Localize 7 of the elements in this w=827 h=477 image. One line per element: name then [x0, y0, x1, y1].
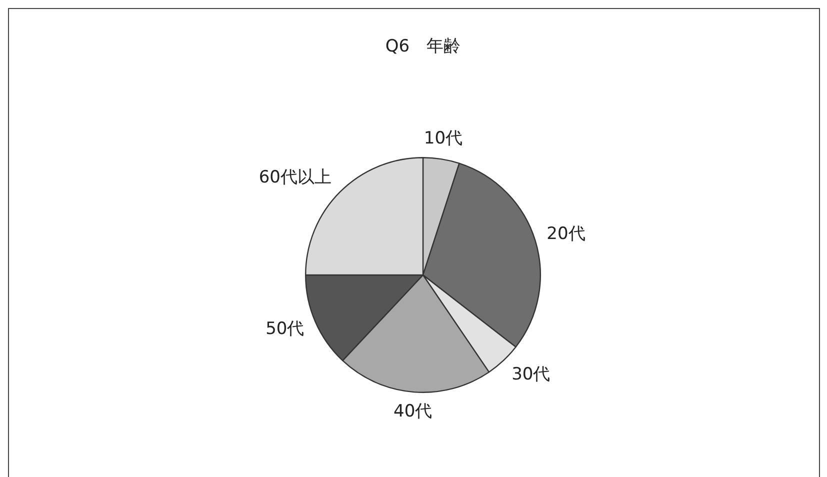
- slice-label: 40代: [394, 401, 432, 422]
- slice-label: 50代: [266, 318, 304, 339]
- chart-title: Q6 年齢: [385, 36, 461, 56]
- slice-label: 60代以上: [258, 167, 332, 188]
- slice-label: 20代: [546, 224, 586, 244]
- slice-label: 30代: [512, 364, 550, 385]
- slice-label: 10代: [424, 128, 463, 149]
